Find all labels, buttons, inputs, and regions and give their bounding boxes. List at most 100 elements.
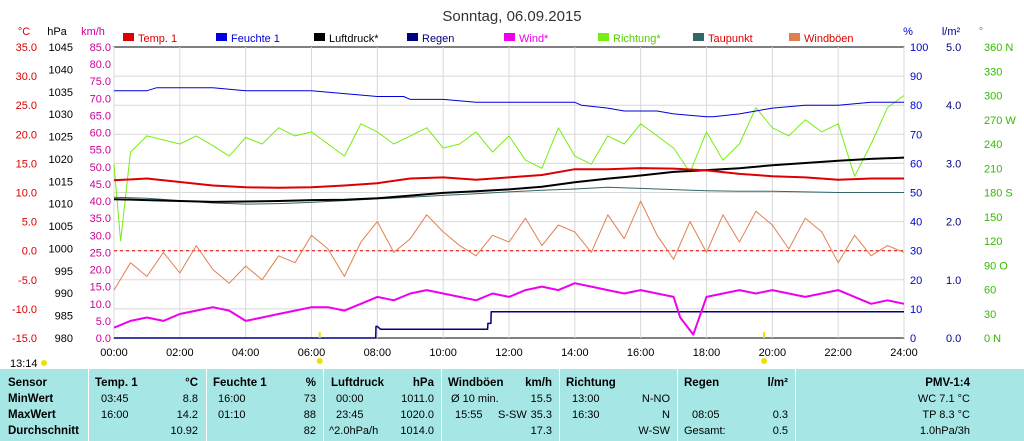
pct-axis-tick: 50 [910, 188, 922, 200]
hpa-axis-tick: 1020 [49, 154, 73, 166]
temp-axis-tick: -10.0 [12, 304, 37, 316]
x-tick-label: 14:00 [561, 347, 589, 359]
kmh-axis-tick: 10.0 [90, 299, 111, 311]
legend-swatch [216, 33, 227, 41]
temp-axis-tick: -15.0 [12, 333, 37, 345]
regen-title: Regen [684, 377, 720, 389]
kmh-axis-tick: 80.0 [90, 59, 111, 71]
dir-axis-tick: 180 S [984, 188, 1013, 200]
legend-swatch [504, 33, 515, 41]
kmh-axis-tick: 15.0 [90, 282, 111, 294]
kmh-axis-unit: km/h [81, 26, 105, 38]
row-label-min: MinWert [8, 393, 54, 405]
hpa-axis-tick: 1035 [49, 87, 73, 99]
series-regen [114, 311, 904, 339]
x-tick-label: 22:00 [824, 347, 852, 359]
x-tick-label: 18:00 [693, 347, 721, 359]
x-tick-label: 20:00 [759, 347, 787, 359]
series-feuchte1 [114, 87, 904, 118]
hpa-axis-tick: 1030 [49, 109, 73, 121]
pct-axis-tick: 70 [910, 129, 922, 141]
rain-axis-unit: l/m² [942, 26, 961, 38]
druck-min: 1011.0 [401, 393, 434, 405]
rain-axis-tick: 4.0 [946, 100, 961, 112]
kmh-axis-tick: 25.0 [90, 247, 111, 259]
dir-axis-tick: 30 [984, 309, 996, 321]
boeen-avg10-label: Ø 10 min. [451, 393, 499, 405]
kmh-axis-tick: 75.0 [90, 76, 111, 88]
temp-axis-tick: 0.0 [22, 246, 37, 258]
dir-axis-unit: ° [979, 26, 983, 38]
dir-axis-tick: 240 [984, 139, 1002, 151]
rain-axis-tick: 5.0 [946, 42, 961, 54]
kmh-axis-tick: 85.0 [90, 42, 111, 54]
kmh-axis-tick: 20.0 [90, 265, 111, 277]
legend-label: Temp. 1 [138, 33, 177, 45]
boeen-avg10: 15.5 [530, 393, 552, 405]
feuchte-avg: 82 [303, 425, 316, 437]
status-dot [41, 360, 47, 366]
kmh-axis-tick: 30.0 [90, 230, 111, 242]
temp-axis-tick: 25.0 [16, 100, 37, 112]
temp-axis-unit: °C [18, 26, 30, 38]
druck-title: Luftdruck [331, 377, 385, 389]
legend-swatch [407, 33, 418, 41]
boeen-max-time: 15:55 [455, 409, 483, 421]
hpa-axis-tick: 985 [55, 311, 73, 323]
hpa-axis-tick: 1015 [49, 176, 73, 188]
legend-label: Regen [422, 33, 454, 45]
legend-swatch [693, 33, 704, 41]
axes: 35.0 30.0 25.0 20.0 15.0 10.0 5.0 0.0 -5.0 -10.0 -… [12, 26, 1016, 359]
rain-axis-tick: 2.0 [946, 217, 961, 229]
temp-axis-tick: 30.0 [16, 71, 37, 83]
status-time: 13:14 [10, 358, 38, 369]
overlay: 13:14 [10, 332, 768, 369]
x-tick-label: 00:00 [100, 347, 128, 359]
dir-axis-tick: 330 [984, 66, 1002, 78]
rain-axis-tick: 1.0 [946, 275, 961, 287]
richtung-r2-time: 16:30 [572, 409, 600, 421]
temp-axis-tick: 10.0 [16, 188, 37, 200]
kmh-axis-tick: 45.0 [90, 179, 111, 191]
boeen-max: 35.3 [530, 409, 552, 421]
pmv-title: PMV-1:4 [925, 377, 970, 389]
kmh-axis-tick: 40.0 [90, 196, 111, 208]
dir-axis-tick: 60 [984, 285, 996, 297]
series-luftdruck [113, 156, 905, 203]
series-taupunkt [113, 186, 904, 205]
info-divider [559, 369, 560, 441]
legend-swatch [789, 33, 800, 41]
druck-unit: hPa [412, 377, 434, 389]
dir-axis-tick: 90 O [984, 260, 1008, 272]
regen-r2: 0.3 [772, 409, 788, 421]
hpa-axis-unit: hPa [47, 26, 67, 38]
legend-label: Taupunkt [708, 33, 753, 45]
druck-min-time: 00:00 [336, 393, 364, 405]
richtung-r2: N [662, 409, 670, 421]
regen-total-label: Gesamt: [684, 425, 726, 437]
legend-swatch [123, 33, 134, 41]
druck-avg: 1014.0 [400, 425, 434, 437]
richtung-r1-time: 13:00 [572, 393, 600, 405]
info-divider [677, 369, 678, 441]
hpa-axis-tick: 1045 [49, 42, 73, 54]
dir-axis-tick: 150 [984, 212, 1002, 224]
dir-axis-tick: 360 N [984, 42, 1013, 54]
x-tick-label: 16:00 [627, 347, 655, 359]
feuchte-max-time: 01:10 [218, 409, 246, 421]
temp-axis-tick: -5.0 [18, 275, 37, 287]
feuchte-unit: % [305, 377, 316, 389]
x-tick-label: 02:00 [166, 347, 194, 359]
series-richtung [113, 95, 905, 242]
kmh-axis-tick: 70.0 [90, 93, 111, 105]
legend-swatch [598, 33, 609, 41]
druck-max-time: 23:45 [336, 409, 364, 421]
info-divider [795, 369, 796, 441]
x-tick-label: 10:00 [429, 347, 457, 359]
time-marker-dot [761, 358, 768, 364]
temp-avg: 10.92 [170, 425, 198, 437]
pct-axis-tick: 40 [910, 217, 922, 229]
richtung-r1: N-NO [641, 393, 670, 405]
x-tick-label: 08:00 [364, 347, 392, 359]
info-divider [206, 369, 207, 441]
